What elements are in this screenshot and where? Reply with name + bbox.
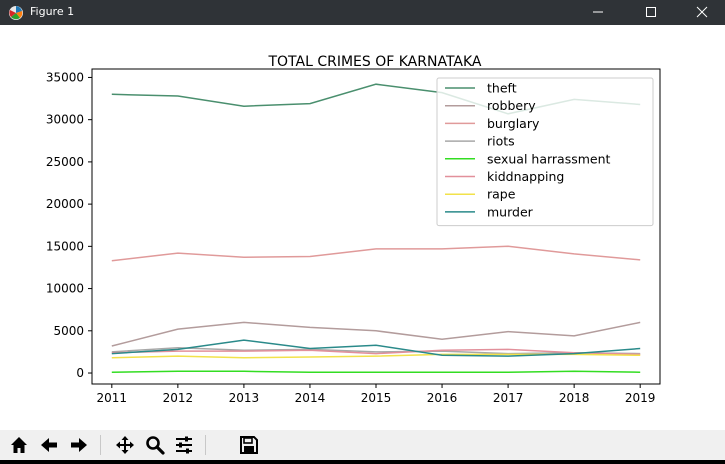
legend-box <box>436 77 654 227</box>
close-icon <box>696 6 708 18</box>
window-bottom-border <box>0 460 725 464</box>
legend-label: sexual harrassment <box>487 151 611 166</box>
y-tick-label: 30000 <box>46 113 84 127</box>
series-line-burglary <box>111 245 641 262</box>
move-arrows-icon <box>116 436 134 454</box>
arrow-right-icon <box>71 438 87 452</box>
plot-lines <box>111 83 641 373</box>
figure-canvas[interactable]: TOTAL CRIMES OF KARNATAKA 2011 2012 2013 20… <box>0 25 725 430</box>
x-tick-label: 2012 <box>163 391 194 405</box>
series-line-sexual-harrassment <box>111 370 641 373</box>
y-tick-label: 15000 <box>46 239 84 253</box>
matplotlib-app-icon <box>8 5 24 21</box>
save-button[interactable] <box>236 433 262 457</box>
arrow-left-icon <box>41 438 57 452</box>
series-line-kiddnapping <box>111 348 641 356</box>
series-line-robbery <box>111 321 641 347</box>
legend-label: burglary <box>487 116 540 131</box>
x-tick-label: 2018 <box>559 391 590 405</box>
back-button[interactable] <box>36 433 62 457</box>
line-chart: TOTAL CRIMES OF KARNATAKA 2011 2012 2013 20… <box>46 54 661 405</box>
x-tick-label: 2013 <box>229 391 260 405</box>
sliders-icon <box>176 436 192 454</box>
y-tick-label: 5000 <box>53 324 84 338</box>
floppy-disk-icon <box>240 436 258 454</box>
legend: theft robbery burglary riots sexual harrassm… <box>436 77 654 227</box>
y-axis: 0 5000 10000 15000 20000 25000 30000 35000 <box>46 70 92 380</box>
window-title: Figure 1 <box>30 5 75 18</box>
maximize-button[interactable] <box>628 0 674 25</box>
title-bar: Figure 1 <box>0 0 725 25</box>
chart-title: TOTAL CRIMES OF KARNATAKA <box>267 54 481 70</box>
pan-button[interactable] <box>112 433 138 457</box>
x-tick-label: 2016 <box>427 391 458 405</box>
series-line-murder <box>111 339 641 357</box>
zoom-button[interactable] <box>142 433 168 457</box>
legend-label: riots <box>487 134 515 149</box>
maximize-icon <box>646 7 656 17</box>
x-tick-label: 2014 <box>295 391 326 405</box>
minimize-icon <box>593 11 603 13</box>
minimize-button[interactable] <box>575 0 621 25</box>
configure-subplots-button[interactable] <box>171 433 197 457</box>
x-tick-label: 2019 <box>625 391 656 405</box>
y-tick-label: 10000 <box>46 282 84 296</box>
series-line-rape <box>111 353 641 359</box>
home-button[interactable] <box>6 433 32 457</box>
close-button[interactable] <box>679 0 725 25</box>
x-tick-label: 2011 <box>97 391 128 405</box>
y-tick-label: 25000 <box>46 155 84 169</box>
legend-label: rape <box>487 187 516 202</box>
legend-label: theft <box>487 81 517 96</box>
home-icon <box>11 437 27 453</box>
y-tick-label: 35000 <box>46 70 84 84</box>
y-tick-label: 20000 <box>46 197 84 211</box>
legend-label: kiddnapping <box>487 169 564 184</box>
toolbar-separator <box>100 435 101 455</box>
magnifier-icon <box>146 436 165 455</box>
forward-button[interactable] <box>66 433 92 457</box>
x-axis: 2011 2012 2013 2014 2015 2016 2017 2018 2019 <box>97 384 656 405</box>
legend-label: robbery <box>487 98 536 113</box>
y-tick-label: 0 <box>76 366 84 380</box>
toolbar-separator <box>205 435 206 455</box>
x-tick-label: 2015 <box>361 391 392 405</box>
series-line-riots <box>111 346 641 355</box>
x-tick-label: 2017 <box>493 391 524 405</box>
navigation-toolbar <box>0 430 725 460</box>
legend-label: murder <box>487 204 534 219</box>
